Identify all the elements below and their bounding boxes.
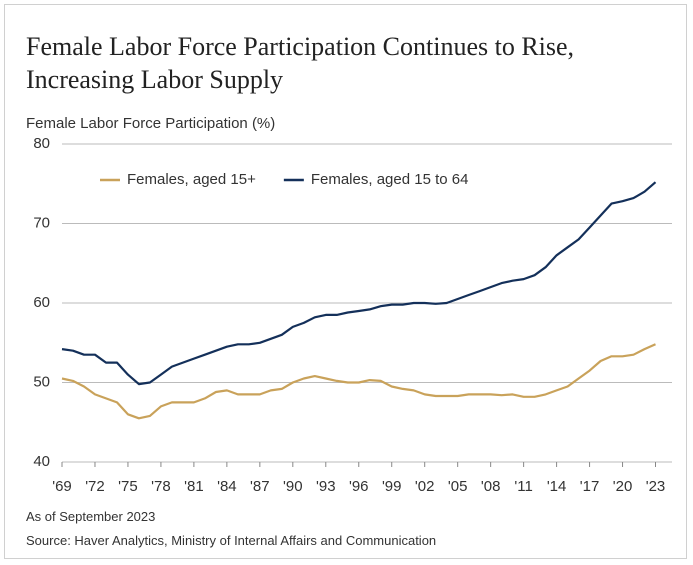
frame: [4, 4, 687, 559]
x-tick-label: '17: [580, 478, 600, 495]
x-tick-label: '08: [481, 478, 501, 495]
series-line: [61, 181, 657, 386]
x-tick-label: '81: [184, 478, 204, 495]
x-tick-label: '93: [316, 478, 336, 495]
x-tick-label: '84: [217, 478, 237, 495]
chart-title: Female Labor Force Participation Continu…: [26, 32, 575, 94]
series-line: [61, 343, 656, 420]
x-tick-label: '99: [382, 478, 402, 495]
x-tick-label: '02: [415, 478, 435, 495]
x-tick-label: '20: [613, 478, 633, 495]
x-tick-label: '05: [448, 478, 468, 495]
x-tick-label: '72: [85, 478, 105, 495]
x-tick-label: '96: [349, 478, 369, 495]
y-tick-label: 50: [33, 373, 50, 390]
x-tick-label: '14: [547, 478, 567, 495]
x-tick-label: '90: [283, 478, 303, 495]
y-axis-label: Female Labor Force Participation (%): [26, 115, 275, 132]
x-tick-label: '87: [250, 478, 270, 495]
note: Source: Haver Analytics, Ministry of Int…: [26, 533, 437, 548]
x-tick-label: '75: [118, 478, 138, 495]
x-tick-label: '69: [52, 478, 72, 495]
y-tick-label: 60: [33, 294, 50, 311]
y-tick-label: 70: [33, 214, 50, 231]
y-tick-label: 40: [33, 453, 50, 470]
x-tick-label: '78: [151, 478, 171, 495]
legend-label: Females, aged 15+: [127, 171, 256, 188]
note: As of September 2023: [26, 509, 156, 524]
x-tick-label: '23: [646, 478, 666, 495]
legend-label: Females, aged 15 to 64: [311, 171, 469, 188]
x-tick-label: '11: [514, 478, 532, 495]
y-tick-label: 80: [33, 135, 50, 152]
